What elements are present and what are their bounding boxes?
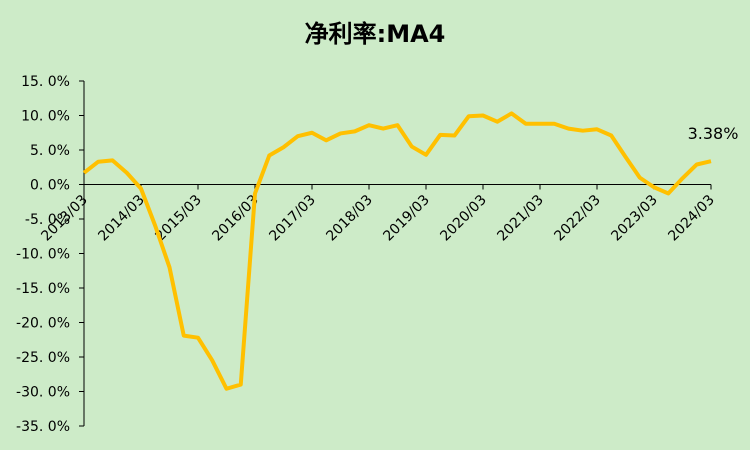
x-tick-label: 2022/03 bbox=[551, 192, 603, 244]
y-tick-label: 10. 0% bbox=[21, 109, 70, 125]
data-label: 3.38% bbox=[688, 124, 739, 143]
y-tick-label: 15. 0% bbox=[21, 74, 70, 90]
y-tick-label: -35. 0% bbox=[16, 419, 70, 435]
y-tick-label: 0. 0% bbox=[30, 178, 70, 194]
y-tick-label: -5. 0% bbox=[25, 212, 70, 228]
y-tick-label: -30. 0% bbox=[16, 385, 70, 401]
x-tick-label: 2018/03 bbox=[323, 192, 375, 244]
y-tick-label: -10. 0% bbox=[16, 247, 70, 263]
x-tick-label: 2014/03 bbox=[95, 192, 147, 244]
y-tick-label: -15. 0% bbox=[16, 281, 70, 297]
x-tick-label: 2024/03 bbox=[665, 192, 717, 244]
y-tick-label: -20. 0% bbox=[16, 316, 70, 332]
x-tick-label: 2023/03 bbox=[608, 192, 660, 244]
line bbox=[82, 111, 712, 391]
y-tick-label: -25. 0% bbox=[16, 350, 70, 366]
x-tick-label: 2021/03 bbox=[494, 192, 546, 244]
x-tick-label: 2019/03 bbox=[380, 192, 432, 244]
chart-title: 净利率:MA4 bbox=[305, 20, 446, 48]
x-tick-label: 2017/03 bbox=[266, 192, 318, 244]
x-tick-label: 2020/03 bbox=[437, 192, 489, 244]
y-tick-label: 5. 0% bbox=[30, 143, 70, 159]
